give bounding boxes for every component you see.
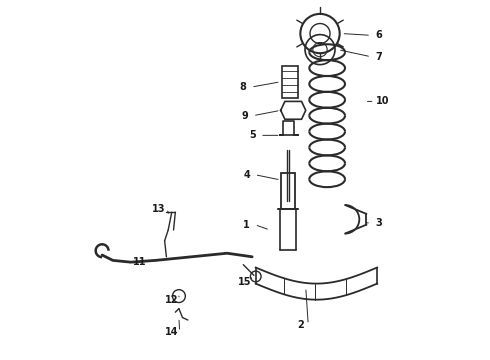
Bar — [282, 66, 297, 98]
Text: 4: 4 — [244, 170, 250, 180]
Text: 13: 13 — [152, 203, 165, 213]
Text: 7: 7 — [375, 52, 382, 62]
Text: 14: 14 — [165, 327, 178, 337]
Text: 3: 3 — [375, 218, 382, 228]
Text: 6: 6 — [375, 30, 382, 40]
Text: 10: 10 — [376, 96, 389, 107]
Bar — [281, 173, 294, 208]
Text: 11: 11 — [133, 257, 147, 267]
Text: 2: 2 — [297, 320, 304, 330]
Text: 5: 5 — [249, 130, 255, 140]
Text: 9: 9 — [242, 111, 248, 121]
Text: 8: 8 — [240, 82, 246, 92]
Text: 1: 1 — [244, 220, 250, 230]
Text: 15: 15 — [238, 277, 251, 287]
Text: 12: 12 — [165, 295, 178, 305]
